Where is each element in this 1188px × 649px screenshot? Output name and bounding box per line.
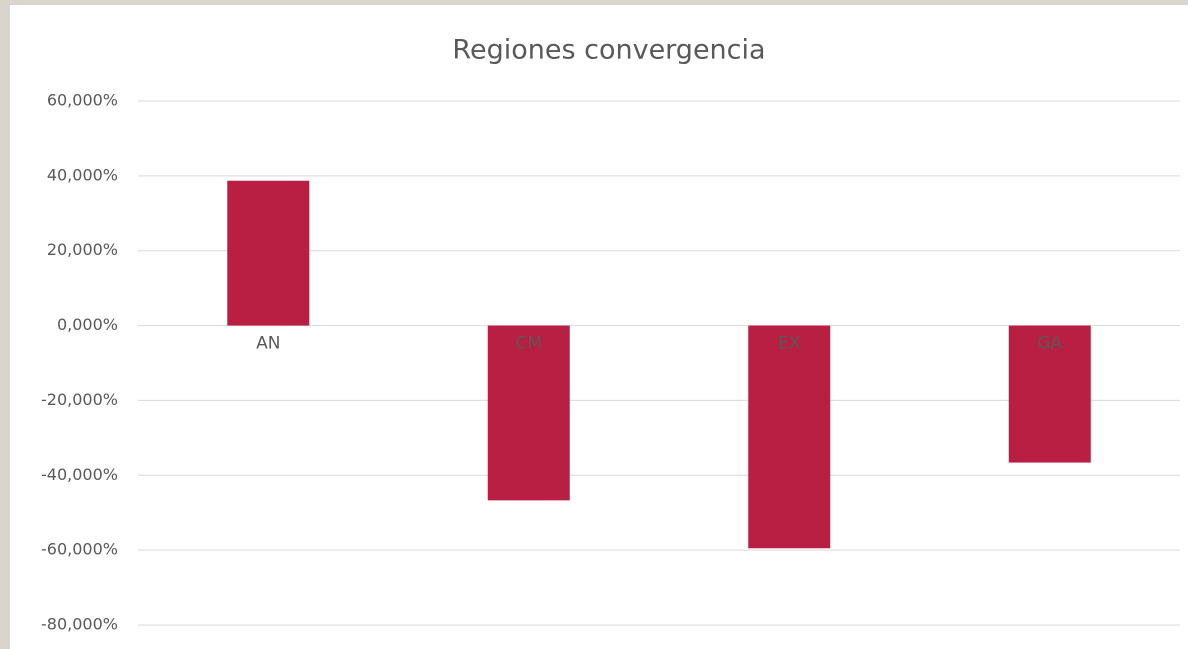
y-tick-label: -20,000% xyxy=(41,390,118,409)
y-tick-label: 40,000% xyxy=(47,165,118,184)
bar xyxy=(227,180,310,326)
x-tick-label: AN xyxy=(256,334,280,354)
y-tick-label: 60,000% xyxy=(47,91,118,110)
y-tick-label: 20,000% xyxy=(47,240,118,259)
chart-title: Regiones convergencia xyxy=(452,35,765,66)
y-tick-label: 0,000% xyxy=(57,315,118,334)
x-tick-label: EX xyxy=(778,334,801,354)
x-tick-label: CM xyxy=(515,334,542,354)
x-tick-label: GA xyxy=(1037,334,1062,354)
y-tick-label: -80,000% xyxy=(41,615,118,634)
y-tick-label: -60,000% xyxy=(41,540,118,559)
bar xyxy=(487,325,570,501)
bar xyxy=(1008,325,1091,463)
bar xyxy=(748,325,831,549)
y-tick-label: -40,000% xyxy=(41,465,118,484)
chart: Regiones convergencia -80,000% -60,000% -4… xyxy=(10,5,1188,649)
